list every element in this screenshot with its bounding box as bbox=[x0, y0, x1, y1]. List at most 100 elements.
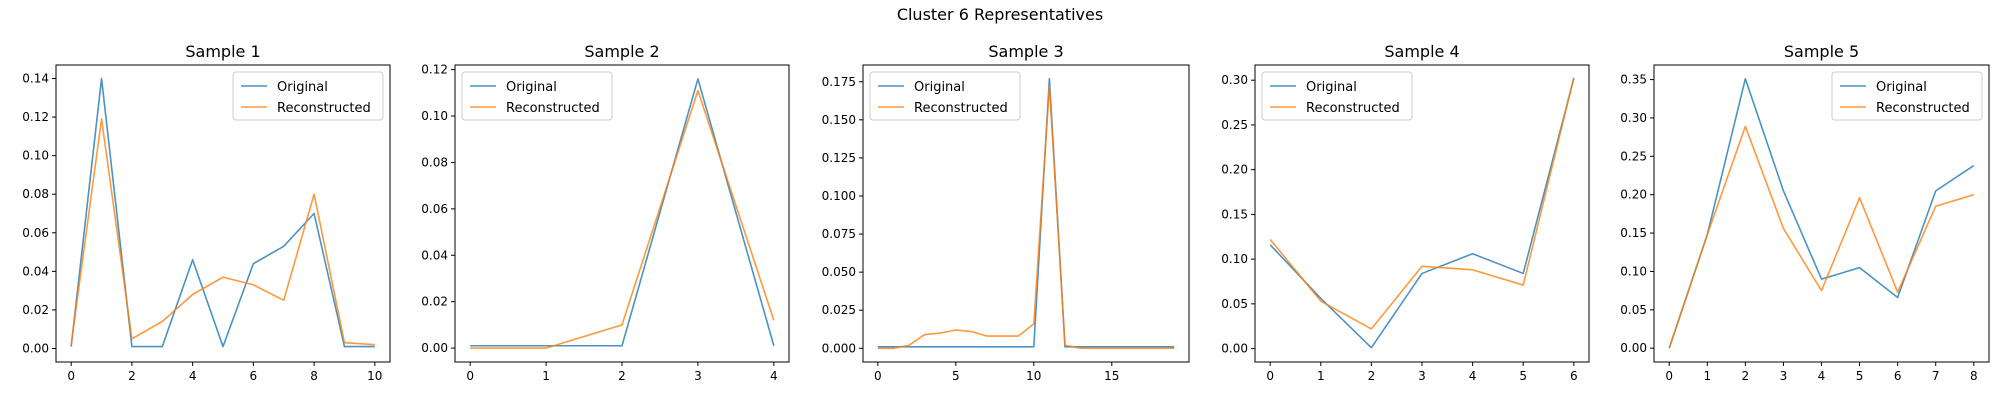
y-tick-label: 0.02 bbox=[421, 295, 448, 309]
x-tick-label: 0 bbox=[67, 369, 75, 383]
x-tick-label: 3 bbox=[1418, 369, 1426, 383]
y-tick-label: 0.25 bbox=[1620, 149, 1647, 163]
x-tick-label: 0 bbox=[1266, 369, 1274, 383]
y-tick-label: 0.10 bbox=[421, 109, 448, 123]
legend-box bbox=[232, 71, 384, 121]
x-tick-label: 6 bbox=[250, 369, 258, 383]
x-tick-label: 2 bbox=[128, 369, 136, 383]
x-tick-label: 15 bbox=[1104, 369, 1119, 383]
x-tick-label: 8 bbox=[1970, 369, 1978, 383]
y-tick-label: 0.025 bbox=[822, 303, 856, 317]
subplot-title: Sample 4 bbox=[1384, 42, 1459, 61]
legend: Original Reconstructed bbox=[1261, 71, 1413, 121]
x-tick-label: 6 bbox=[1570, 369, 1578, 383]
legend-box bbox=[1831, 71, 1983, 121]
legend: Original Reconstructed bbox=[232, 71, 384, 121]
series-line-reconstructed bbox=[470, 89, 775, 349]
x-tick-label: 3 bbox=[1780, 369, 1788, 383]
legend: Original Reconstructed bbox=[869, 71, 1021, 121]
legend-label: Reconstructed bbox=[1306, 101, 1400, 116]
figure-title: Cluster 6 Representatives bbox=[897, 5, 1103, 24]
y-tick-label: 0.35 bbox=[1620, 73, 1647, 87]
series-line-reconstructed bbox=[1269, 77, 1575, 330]
subplot-title: Sample 2 bbox=[584, 42, 659, 61]
y-tick-label: 0.15 bbox=[1221, 207, 1248, 221]
y-tick-label: 0.25 bbox=[1221, 118, 1248, 132]
y-tick-label: 0.050 bbox=[822, 265, 856, 279]
y-tick-label: 0.12 bbox=[421, 63, 448, 77]
y-tick-label: 0.00 bbox=[421, 341, 448, 355]
y-tick-label: 0.00 bbox=[1620, 341, 1647, 355]
x-tick-label: 0 bbox=[1665, 369, 1673, 383]
x-tick-label: 4 bbox=[1469, 369, 1477, 383]
legend: Original Reconstructed bbox=[461, 71, 613, 121]
legend: Original Reconstructed bbox=[1831, 71, 1983, 121]
y-tick-label: 0.20 bbox=[1221, 163, 1248, 177]
y-tick-label: 0.05 bbox=[1221, 297, 1248, 311]
y-tick-label: 0.12 bbox=[22, 110, 49, 124]
series-line-reconstructed bbox=[70, 118, 375, 346]
x-tick-label: 5 bbox=[1519, 369, 1527, 383]
series-line-original bbox=[1668, 78, 1975, 349]
legend-label: Original bbox=[1306, 80, 1357, 95]
subplot-3: Sample 3 0.000 0.025 0.050 0.075 0.100 0.125 0.… bbox=[822, 42, 1190, 383]
y-tick-label: 0.150 bbox=[822, 113, 856, 127]
y-tick-label: 0.04 bbox=[421, 248, 448, 262]
x-tick-label: 10 bbox=[367, 369, 382, 383]
x-tick-label: 1 bbox=[1317, 369, 1325, 383]
y-tick-label: 0.15 bbox=[1620, 226, 1647, 240]
x-tick-label: 2 bbox=[1368, 369, 1376, 383]
y-tick-label: 0.06 bbox=[421, 202, 448, 216]
x-tick-label: 6 bbox=[1894, 369, 1902, 383]
x-tick-label: 1 bbox=[542, 369, 550, 383]
subplot-4: Sample 4 0.00 0.05 0.10 0.15 0.20 0.25 0.30 0 1 2 3… bbox=[1221, 42, 1590, 383]
x-tick-label: 0 bbox=[874, 369, 882, 383]
x-tick-label: 10 bbox=[1026, 369, 1041, 383]
subplot-5: Sample 5 0.00 0.05 0.10 0.15 0.20 0.25 0.30 0.35… bbox=[1620, 42, 1990, 383]
series-line-original bbox=[1269, 78, 1575, 349]
x-tick-label: 2 bbox=[618, 369, 626, 383]
legend-label: Original bbox=[277, 80, 328, 95]
x-tick-label: 8 bbox=[310, 369, 318, 383]
x-tick-label: 1 bbox=[1703, 369, 1711, 383]
series-line-reconstructed bbox=[1668, 125, 1975, 349]
y-tick-label: 0.08 bbox=[22, 187, 49, 201]
y-tick-label: 0.06 bbox=[22, 226, 49, 240]
y-tick-label: 0.100 bbox=[822, 189, 856, 203]
y-tick-label: 0.10 bbox=[1221, 252, 1248, 266]
subplot-2: Sample 2 0.00 0.02 0.04 0.06 0.08 0.10 0.12 0 1 2 3… bbox=[421, 42, 790, 383]
axes-frame bbox=[1653, 64, 1990, 363]
y-tick-label: 0.02 bbox=[22, 303, 49, 317]
series-line-original bbox=[877, 77, 1175, 348]
legend-box bbox=[1261, 71, 1413, 121]
x-tick-label: 0 bbox=[466, 369, 474, 383]
x-tick-label: 5 bbox=[952, 369, 960, 383]
x-tick-label: 7 bbox=[1932, 369, 1940, 383]
y-tick-label: 0.10 bbox=[22, 149, 49, 163]
y-tick-label: 0.175 bbox=[822, 75, 856, 89]
y-tick-label: 0.05 bbox=[1620, 303, 1647, 317]
y-tick-label: 0.04 bbox=[22, 264, 49, 278]
legend-label: Original bbox=[914, 80, 965, 95]
y-tick-label: 0.30 bbox=[1221, 73, 1248, 87]
y-tick-label: 0.000 bbox=[822, 341, 856, 355]
x-tick-label: 5 bbox=[1856, 369, 1864, 383]
axes-frame bbox=[454, 64, 790, 363]
series-line-original bbox=[70, 77, 375, 348]
y-tick-label: 0.20 bbox=[1620, 188, 1647, 202]
axes-frame bbox=[1254, 64, 1590, 363]
subplot-title: Sample 1 bbox=[185, 42, 260, 61]
y-tick-label: 0.14 bbox=[22, 72, 49, 86]
series-line-reconstructed bbox=[877, 85, 1175, 350]
y-tick-label: 0.00 bbox=[22, 342, 49, 356]
x-tick-label: 4 bbox=[1818, 369, 1826, 383]
y-tick-label: 0.125 bbox=[822, 151, 856, 165]
subplot-1: Sample 1 0.00 0.02 0.04 0.06 0.08 0.10 0.12 0.14… bbox=[22, 42, 391, 383]
legend-label: Reconstructed bbox=[914, 101, 1008, 116]
axes-frame bbox=[862, 64, 1190, 363]
legend-box bbox=[869, 71, 1021, 121]
x-tick-label: 4 bbox=[770, 369, 778, 383]
axes-frame bbox=[55, 64, 391, 363]
legend-label: Reconstructed bbox=[1876, 101, 1970, 116]
x-tick-label: 3 bbox=[694, 369, 702, 383]
